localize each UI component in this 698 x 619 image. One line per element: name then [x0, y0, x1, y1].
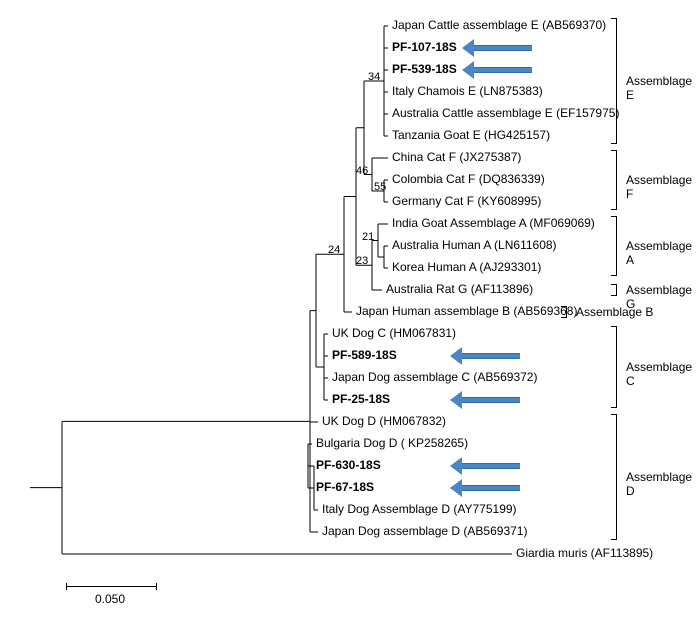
taxon-label: UK Dog D (HM067832) — [322, 414, 446, 428]
highlight-arrow-icon — [450, 347, 520, 365]
taxon-label: Australia Human A (LN611608) — [392, 238, 557, 252]
taxon-label: China Cat F (JX275387) — [392, 150, 521, 164]
group-bracket — [615, 414, 617, 540]
taxon-label: PF-107-18S — [392, 40, 457, 54]
taxon-label: Australia Rat G (AF113896) — [386, 282, 533, 296]
taxon-label: Australia Cattle assemblage E (EF157975) — [392, 106, 619, 120]
highlight-arrow-icon — [450, 391, 520, 409]
taxon-label: Giardia muris (AF113895) — [516, 546, 653, 560]
group-label: Assemblage C — [626, 360, 698, 388]
group-bracket — [615, 216, 617, 276]
bootstrap-value: 55 — [374, 181, 386, 193]
scale-value: 0.050 — [95, 592, 125, 606]
bootstrap-value: 24 — [328, 244, 340, 256]
highlight-arrow-icon — [462, 39, 532, 57]
bootstrap-value: 21 — [362, 231, 374, 243]
bootstrap-value: 23 — [356, 255, 368, 267]
group-bracket — [615, 326, 617, 408]
group-label: Assemblage E — [626, 74, 698, 102]
taxon-label: Japan Human assemblage B (AB569368) — [356, 304, 577, 318]
group-bracket — [615, 284, 617, 296]
scale-tick — [66, 583, 67, 590]
taxon-label: Italy Chamois E (LN875383) — [392, 84, 543, 98]
taxon-label: Italy Dog Assemblage D (AY775199) — [322, 502, 517, 516]
taxon-label: Japan Dog assemblage D (AB569371) — [322, 524, 527, 538]
taxon-label: PF-67-18S — [316, 480, 374, 494]
taxon-label: Tanzania Goat E (HG425157) — [392, 128, 550, 142]
taxon-label: India Goat Assemblage A (MF069069) — [392, 216, 595, 230]
highlight-arrow-icon — [462, 61, 532, 79]
taxon-label: UK Dog C (HM067831) — [332, 326, 456, 340]
taxon-label: Korea Human A (AJ293301) — [392, 260, 541, 274]
taxon-label: Colombia Cat F (DQ836339) — [392, 172, 545, 186]
group-bracket — [565, 306, 567, 318]
highlight-arrow-icon — [450, 457, 520, 475]
scale-tick — [156, 583, 157, 590]
bootstrap-value: 34 — [368, 71, 380, 83]
taxon-label: Germany Cat F (KY608995) — [392, 194, 541, 208]
taxon-label: PF-539-18S — [392, 62, 457, 76]
group-label: Assemblage A — [626, 239, 698, 267]
group-bracket — [615, 150, 617, 210]
taxon-label: Japan Cattle assemblage E (AB569370) — [392, 18, 606, 32]
bootstrap-value: 46 — [356, 165, 368, 177]
taxon-label: Japan Dog assemblage C (AB569372) — [332, 370, 537, 384]
group-label: Assemblage F — [626, 173, 698, 201]
taxon-label: PF-589-18S — [332, 348, 397, 362]
group-label: Assemblage B — [576, 305, 653, 319]
group-label: Assemblage D — [626, 470, 698, 498]
taxon-label: PF-25-18S — [332, 392, 390, 406]
scale-bar — [66, 586, 156, 587]
taxon-label: Bulgaria Dog D ( KP258265) — [316, 436, 468, 450]
taxon-label: PF-630-18S — [316, 458, 381, 472]
group-bracket — [615, 18, 617, 144]
highlight-arrow-icon — [450, 479, 520, 497]
